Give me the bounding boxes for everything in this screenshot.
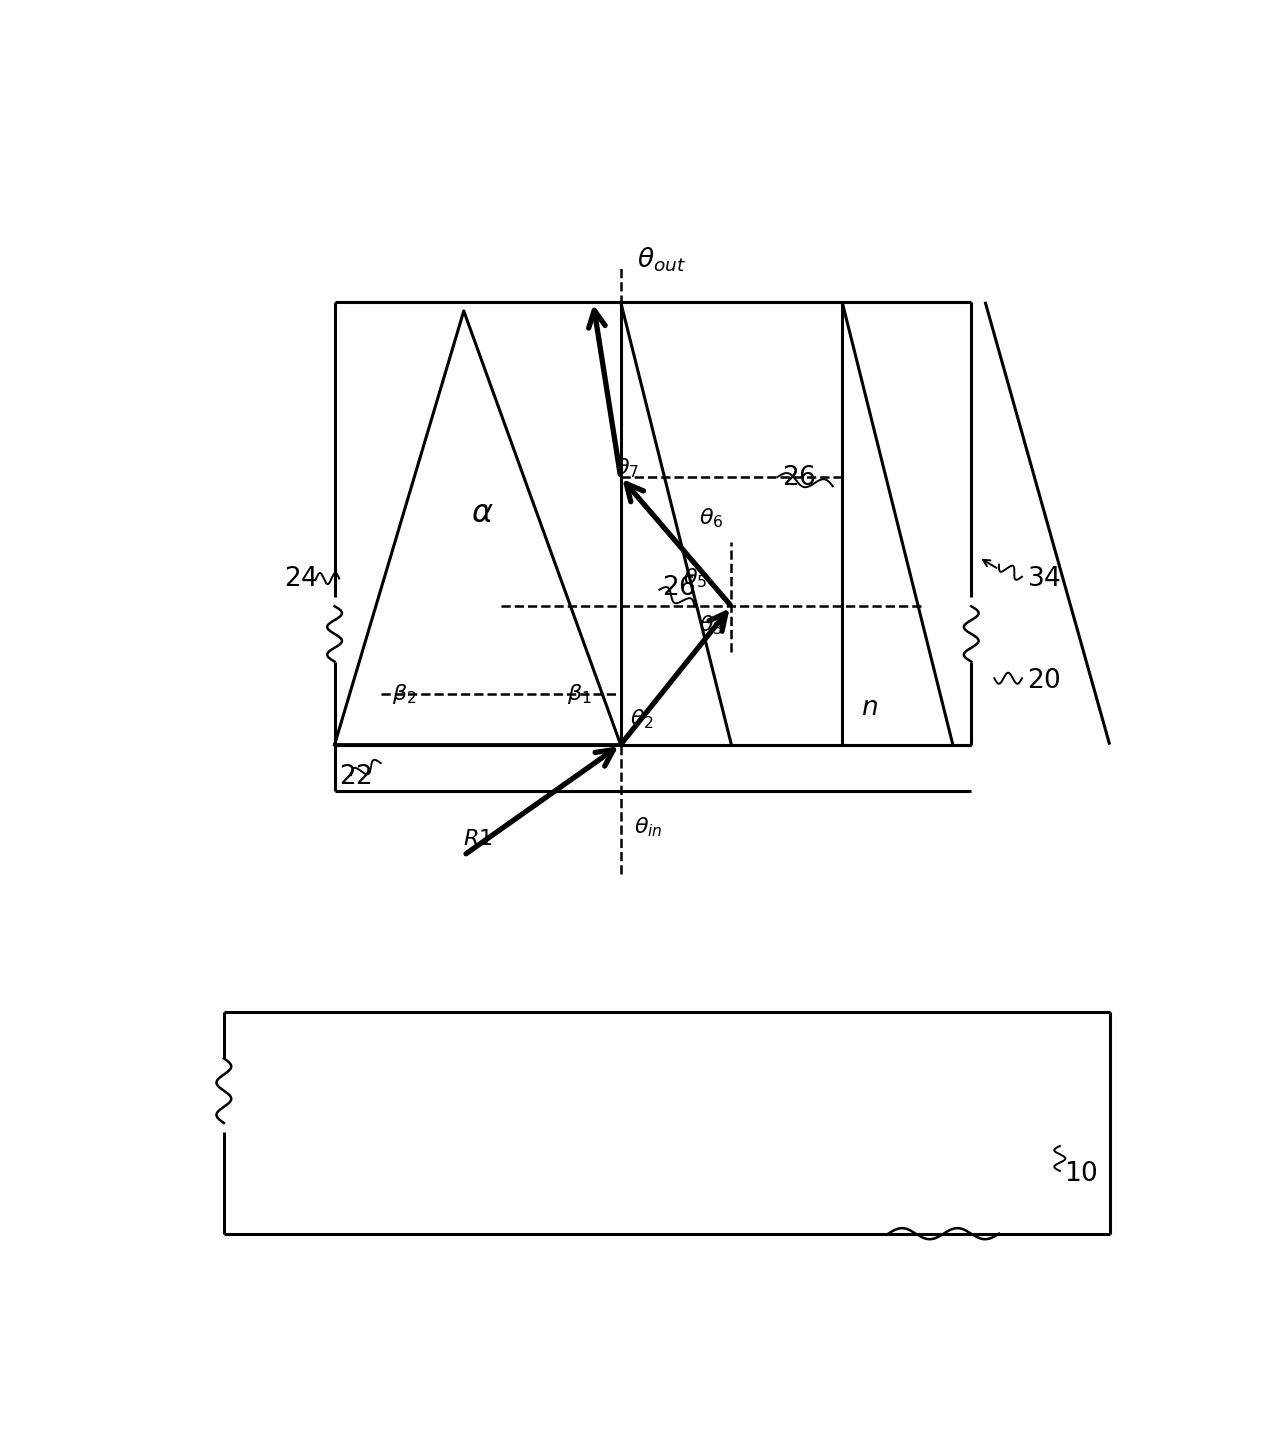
Text: $20$: $20$ [1026, 667, 1061, 693]
Text: $22$: $22$ [339, 765, 372, 789]
Text: $26$: $26$ [662, 575, 697, 600]
Text: $\theta_5$: $\theta_5$ [684, 567, 708, 590]
Text: $\alpha$: $\alpha$ [471, 499, 494, 529]
Text: $24$: $24$ [284, 567, 318, 591]
Text: $\theta_6$: $\theta_6$ [699, 506, 724, 531]
Text: $34$: $34$ [1026, 567, 1061, 591]
Text: $10$: $10$ [1064, 1162, 1097, 1186]
Text: $\theta_2$: $\theta_2$ [630, 707, 654, 731]
Text: $\theta_{in}$: $\theta_{in}$ [635, 815, 663, 840]
Text: $\beta_2$: $\beta_2$ [391, 682, 416, 706]
Text: $\theta_7$: $\theta_7$ [615, 456, 639, 480]
Text: $\beta_1$: $\beta_1$ [567, 682, 591, 706]
Text: $\theta_3$: $\theta_3$ [699, 614, 724, 637]
Text: $R1$: $R1$ [463, 828, 493, 850]
Text: $26$: $26$ [783, 464, 816, 489]
Text: $n$: $n$ [861, 695, 879, 720]
Text: $\theta_{out}$: $\theta_{out}$ [638, 246, 686, 275]
